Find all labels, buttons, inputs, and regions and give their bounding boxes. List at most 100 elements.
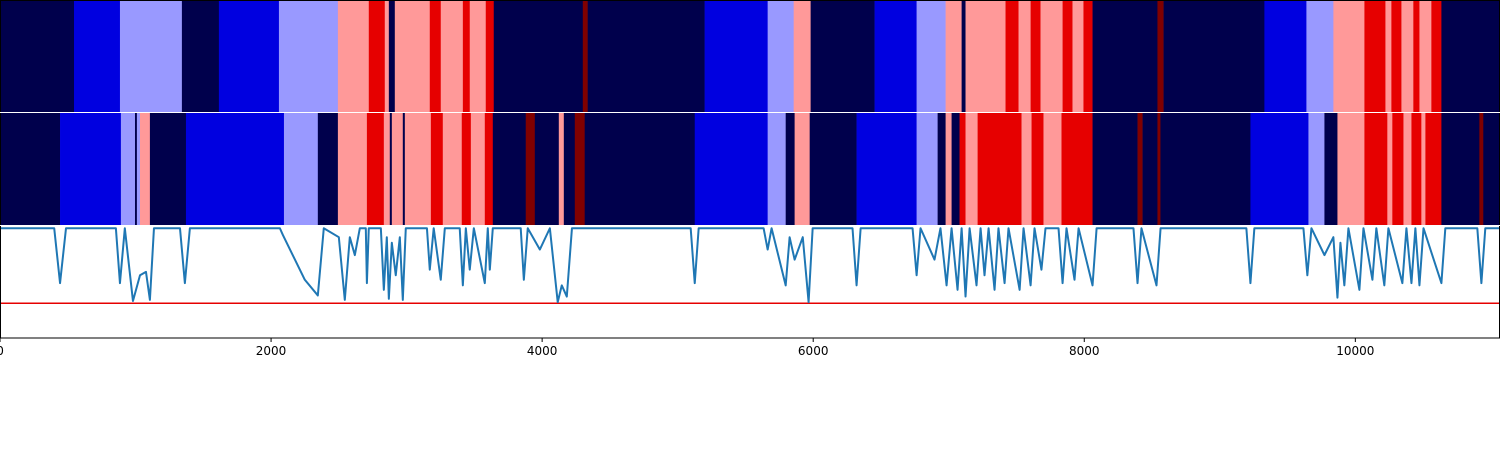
segment (916, 0, 946, 112)
segment (1441, 0, 1500, 112)
segment (283, 113, 319, 225)
segment (793, 0, 811, 112)
segment (368, 0, 386, 112)
segment (582, 0, 588, 112)
segment (1337, 113, 1365, 225)
segment (794, 113, 810, 225)
segment (874, 0, 917, 112)
x-tick-label: 10000 (1336, 344, 1374, 358)
segment (429, 0, 442, 112)
segment (119, 0, 183, 112)
segment (394, 0, 431, 112)
segment (470, 113, 486, 225)
segment (391, 113, 404, 225)
segment (402, 113, 406, 225)
segment (1333, 0, 1365, 112)
segment (1250, 113, 1309, 225)
segment (977, 113, 1022, 225)
x-tick-label: 6000 (798, 344, 829, 358)
segment (1403, 113, 1412, 225)
segment (461, 113, 472, 225)
segment (185, 113, 285, 225)
segment (1306, 0, 1334, 112)
segment (1043, 113, 1062, 225)
segment (1483, 113, 1500, 225)
segment (366, 113, 385, 225)
segment (492, 113, 527, 225)
segment (0, 113, 61, 225)
segment (1163, 0, 1265, 112)
segment (404, 113, 432, 225)
segment (1364, 113, 1388, 225)
segment (1021, 113, 1032, 225)
segment (965, 113, 978, 225)
segment (1137, 113, 1143, 225)
segment (1142, 113, 1158, 225)
segment (1160, 113, 1251, 225)
segment (1391, 0, 1402, 112)
segment (389, 113, 393, 225)
segment (785, 113, 795, 225)
segment (149, 113, 187, 225)
segment (694, 113, 768, 225)
segment (937, 113, 946, 225)
segment (1030, 0, 1041, 112)
segment (1157, 113, 1161, 225)
segment (916, 113, 938, 225)
segment (767, 0, 794, 112)
segment (136, 113, 141, 225)
segment (181, 0, 220, 112)
segment (469, 0, 487, 112)
segment (809, 113, 857, 225)
x-tick-label: 0 (0, 344, 4, 358)
segment (1401, 0, 1414, 112)
segment (74, 0, 121, 112)
x-tick-label: 8000 (1069, 344, 1100, 358)
segment (337, 113, 368, 225)
x-tick-label: 4000 (527, 344, 558, 358)
segment (558, 113, 565, 225)
segment (337, 0, 370, 112)
segment (384, 0, 390, 112)
segment (462, 0, 471, 112)
segment (1392, 113, 1404, 225)
segment (1308, 113, 1325, 225)
segment (60, 113, 122, 225)
segment (440, 0, 464, 112)
segment (1413, 0, 1420, 112)
segment (945, 113, 952, 225)
segment (1040, 0, 1063, 112)
segment (218, 0, 280, 112)
segment (1421, 113, 1426, 225)
segment (140, 113, 151, 225)
segment (704, 0, 768, 112)
segment (317, 113, 339, 225)
segment (120, 113, 136, 225)
segment (574, 113, 585, 225)
x-tick-label: 2000 (256, 344, 287, 358)
segment (484, 113, 494, 225)
segment (1083, 0, 1093, 112)
segment (534, 113, 560, 225)
segment (430, 113, 444, 225)
segment (959, 113, 966, 225)
segment (1264, 0, 1307, 112)
segment (1061, 113, 1093, 225)
segment (1005, 0, 1019, 112)
segment (951, 113, 960, 225)
segment (1092, 113, 1138, 225)
segment (1364, 0, 1386, 112)
segment (1157, 0, 1164, 112)
segment (1425, 113, 1442, 225)
segment (1092, 0, 1158, 112)
segment (1385, 0, 1392, 112)
segment (945, 0, 962, 112)
segment (856, 113, 917, 225)
signal-line (0, 227, 1499, 304)
segment (584, 113, 696, 225)
segment (1441, 113, 1480, 225)
segment (1431, 0, 1442, 112)
segment (1419, 0, 1432, 112)
